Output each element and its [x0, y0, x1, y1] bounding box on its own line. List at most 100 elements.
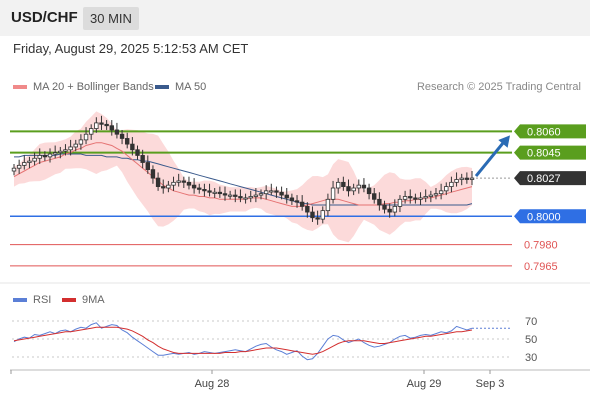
candle-down: [109, 125, 114, 131]
projection-arrow-shaft: [474, 138, 508, 178]
ma50-swatch-icon: [155, 85, 169, 90]
candle-up: [444, 186, 449, 192]
legend-rsi: RSI: [13, 294, 51, 306]
candle-down: [119, 133, 125, 139]
candle-down: [387, 208, 392, 213]
level-tag-resistance-1: [514, 145, 586, 160]
candle-up: [269, 190, 274, 193]
candle-down: [181, 180, 187, 183]
candle-down: [294, 200, 300, 203]
legend-ma20-label: MA 20 + Bollinger Bands: [33, 81, 154, 93]
legend-9ma-label: 9MA: [82, 294, 105, 306]
candle-up: [212, 191, 217, 194]
candle-up: [176, 180, 181, 183]
candle-down: [197, 187, 202, 190]
legend-9ma: 9MA: [62, 294, 105, 306]
candle-down: [279, 191, 284, 196]
candle-up: [248, 196, 253, 199]
candle-up: [63, 149, 68, 152]
candle-down: [289, 197, 295, 202]
candle-down: [150, 169, 156, 179]
candle-up: [392, 205, 398, 213]
candle-up: [253, 194, 259, 197]
level-label-5: 0.7965: [524, 261, 558, 273]
level-label-1: 0.8045: [527, 148, 561, 160]
candle-up: [227, 194, 233, 197]
candle-up: [243, 197, 248, 200]
projection-arrow-head-icon: [498, 135, 510, 148]
candle-up: [52, 152, 58, 155]
candle-down: [284, 194, 289, 199]
candle-up: [325, 198, 331, 212]
research-credit: Research © 2025 Trading Central: [416, 81, 581, 93]
ma9-swatch-icon: [62, 298, 76, 303]
level-label-0: 0.8060: [527, 126, 561, 138]
candle-up: [459, 177, 464, 180]
candle-up: [47, 153, 53, 158]
candle-down: [217, 191, 223, 195]
candle-up: [37, 155, 42, 159]
candle-up: [351, 187, 356, 192]
candle-down: [207, 190, 212, 193]
ma20-swatch-icon: [13, 85, 27, 90]
candle-up: [438, 190, 444, 195]
candle-up: [397, 198, 403, 207]
level-tag-resistance-0: [514, 124, 586, 139]
candle-down: [222, 193, 228, 196]
candle-down: [346, 186, 351, 192]
rsi-tick-label: 70: [525, 316, 537, 328]
candle-up: [22, 162, 27, 166]
candle-down: [202, 189, 207, 192]
time-axis-label: Aug 28: [195, 378, 230, 390]
candle-up: [433, 193, 439, 196]
candle-up: [423, 196, 428, 199]
ma50-line: [14, 153, 473, 206]
legend-ma50-label: MA 50: [175, 81, 207, 93]
candle-up: [83, 133, 89, 141]
level-tag-current-2: [514, 171, 586, 186]
legend-rsi-label: RSI: [33, 294, 52, 306]
rsi-tick-label: 30: [525, 352, 537, 364]
candle-down: [408, 196, 413, 199]
candle-up: [171, 181, 176, 186]
candle-down: [361, 184, 367, 189]
candle-down: [233, 194, 238, 197]
candle-down: [191, 184, 197, 189]
candle-up: [428, 194, 434, 197]
candle-up: [402, 196, 408, 200]
candle-down: [315, 217, 320, 220]
candle-up: [94, 122, 99, 129]
candle-up: [263, 190, 269, 195]
candle-up: [356, 184, 361, 189]
candle-up: [330, 187, 336, 200]
rsi-tick-label: 50: [525, 334, 537, 346]
interval-button[interactable]: 30 MIN: [83, 7, 139, 30]
candle-up: [16, 164, 22, 169]
candle-down: [413, 197, 418, 200]
level-label-4: 0.7980: [524, 240, 558, 252]
legend-ma50: MA 50: [155, 81, 206, 93]
time-axis-label: Aug 29: [407, 378, 442, 390]
candle-down: [135, 149, 140, 156]
candle-down: [305, 205, 310, 213]
candle-down: [114, 129, 120, 135]
rsi-swatch-icon: [13, 298, 27, 303]
candle-down: [464, 177, 470, 180]
candle-down: [140, 155, 145, 163]
candle-down: [299, 201, 305, 207]
candle-up: [166, 184, 171, 189]
candle-up: [454, 179, 459, 183]
candle-down: [104, 123, 109, 127]
rsi-line: [13, 322, 473, 361]
candle-down: [274, 190, 279, 193]
candle-down: [186, 181, 192, 186]
candle-up: [68, 146, 73, 151]
candle-up: [320, 210, 325, 220]
candle-down: [372, 193, 377, 200]
candle-up: [78, 139, 84, 145]
timestamp: Friday, August 29, 2025 5:12:53 AM CET: [13, 41, 249, 56]
candle-down: [366, 187, 372, 195]
candle-up: [418, 197, 423, 200]
symbol-title: USD/CHF: [11, 9, 78, 26]
